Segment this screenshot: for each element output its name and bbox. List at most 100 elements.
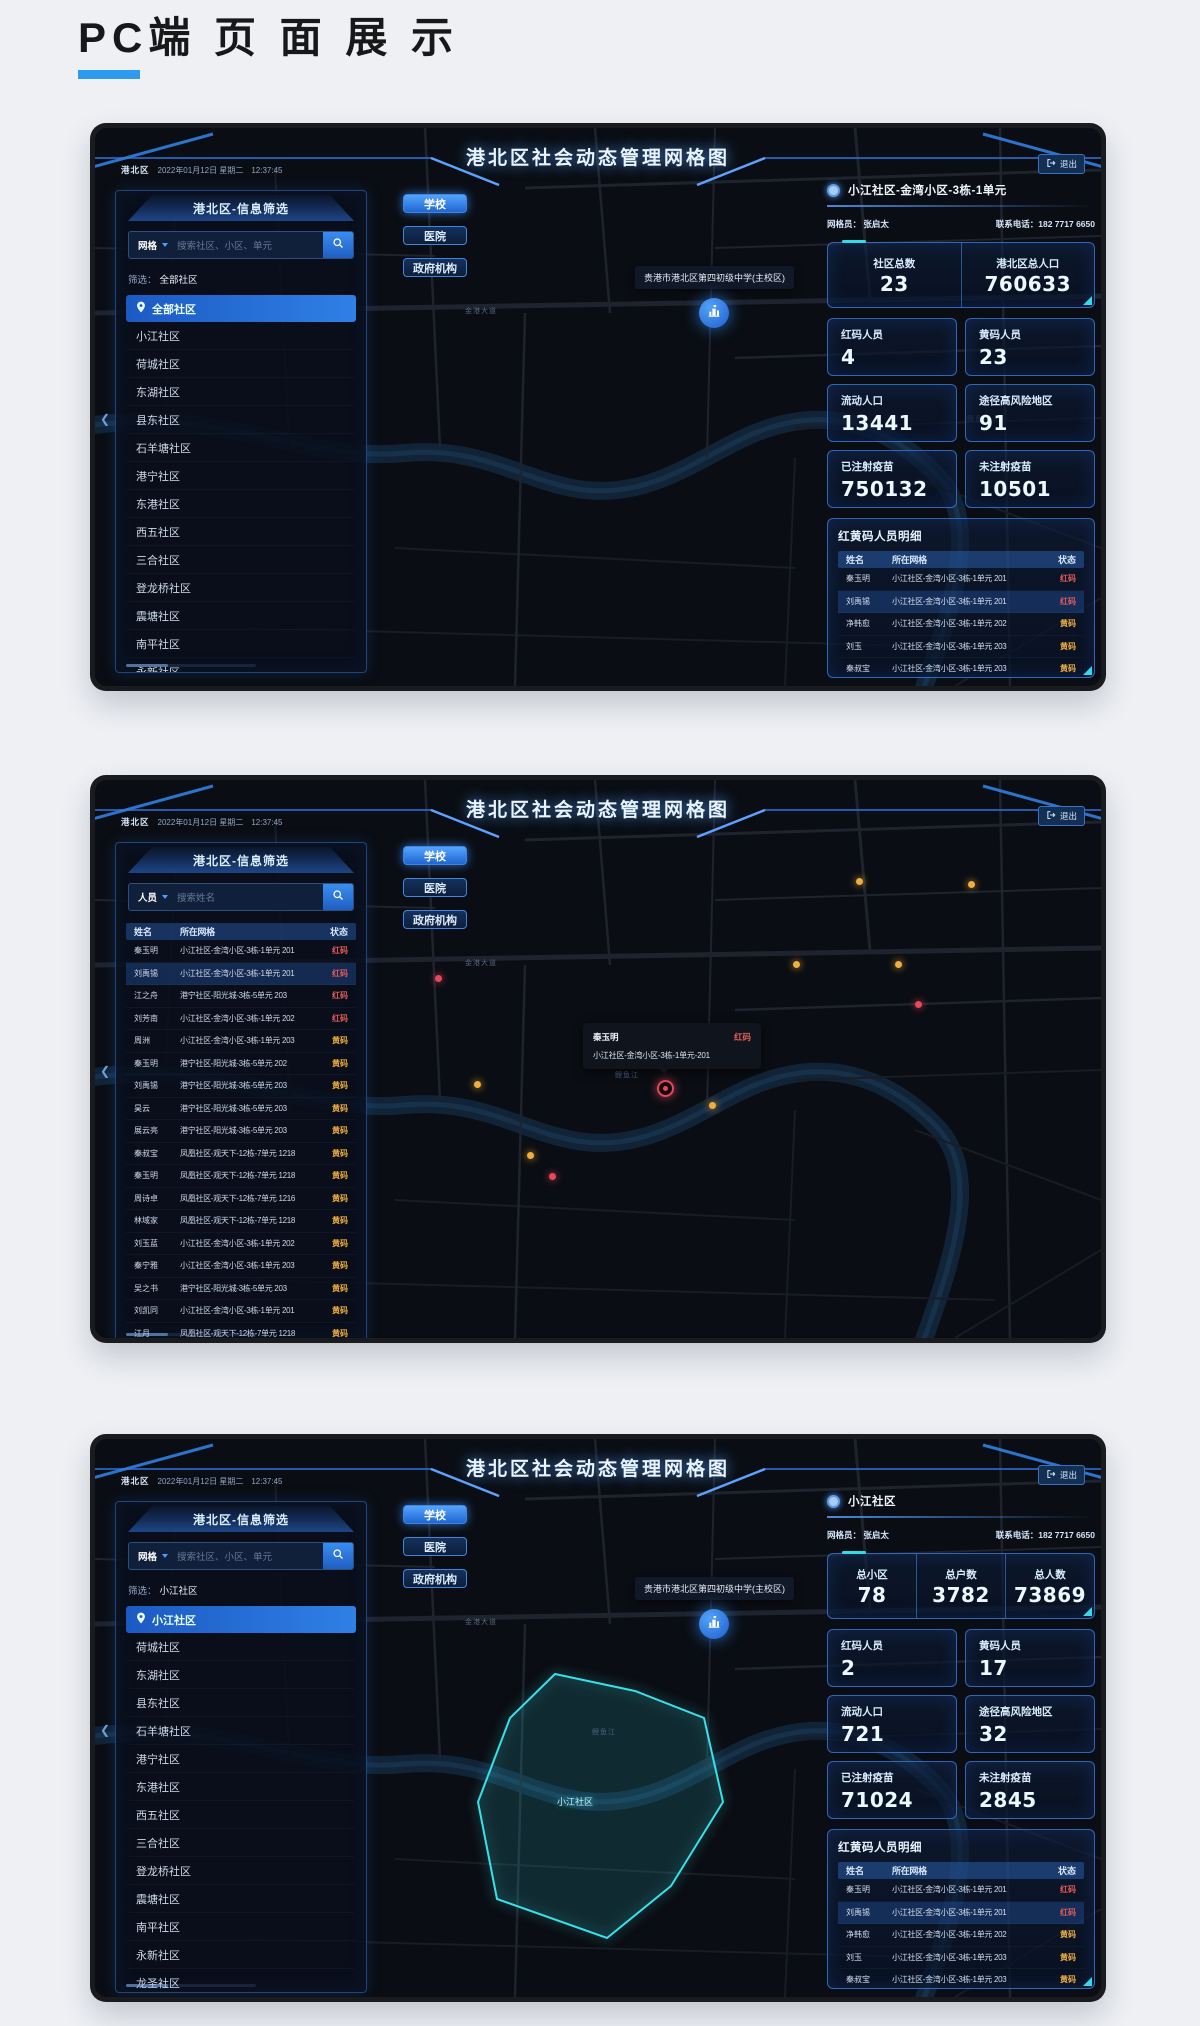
search-button[interactable] (323, 232, 353, 258)
school-marker[interactable] (699, 1609, 729, 1639)
exit-button[interactable]: 退出 (1037, 1465, 1085, 1485)
person-row[interactable]: 刘芳南 小江社区-金湾小区-3栋-1单元 202 红码 (126, 1008, 356, 1030)
community-list-item[interactable]: 登龙桥社区 (126, 574, 356, 602)
search-button[interactable] (323, 1543, 353, 1569)
person-row[interactable]: 周洲 小江社区-金湾小区-3栋-1单元 203 黄码 (126, 1030, 356, 1053)
person-row[interactable]: 林域家 凤凰社区-观天下-12栋-7单元 1218 黄码 (126, 1210, 356, 1233)
detail-row[interactable]: 秦玉明 小江社区-金湾小区-3栋-1单元 201 红码 (838, 1879, 1084, 1902)
community-list-item[interactable]: 东湖社区 (126, 1661, 356, 1689)
dashboard-screen: 港北区 2022年01月12日 星期二 12:37:45 港北区社会动态管理网格… (95, 780, 1101, 1338)
sidebar-scrollbar[interactable] (126, 1333, 256, 1336)
person-row[interactable]: 刘禹锡 港宁社区-阳光城-3栋-5单元 203 黄码 (126, 1075, 356, 1098)
map-filter-button-2[interactable]: 政府机构 (403, 1569, 467, 1588)
community-list-item[interactable]: 东港社区 (126, 490, 356, 518)
map-filter-button-0[interactable]: 学校 (403, 194, 467, 213)
person-row[interactable]: 江之舟 港宁社区-阳光城-3栋-5单元 203 红码 (126, 985, 356, 1008)
detail-row[interactable]: 刘玉 小江社区-金湾小区-3栋-1单元 203 黄码 (838, 1947, 1084, 1969)
detail-row[interactable]: 刘禹锡 小江社区-金湾小区-3栋-1单元 201 红码 (838, 590, 1084, 613)
exit-button[interactable]: 退出 (1037, 806, 1085, 826)
map-filter-button-2[interactable]: 政府机构 (403, 258, 467, 277)
detail-row[interactable]: 净韩愈 小江社区-金湾小区-3栋-1单元 202 黄码 (838, 1924, 1084, 1947)
person-marker-dot[interactable] (856, 878, 863, 885)
person-row[interactable]: 秦宁雅 小江社区-金湾小区-3栋-1单元 203 黄码 (126, 1255, 356, 1278)
community-list-item[interactable]: 永新社区 (126, 658, 356, 673)
person-marker-dot[interactable] (915, 1001, 922, 1008)
community-list-item[interactable]: 小江社区 (126, 1606, 356, 1633)
community-list-item[interactable]: 南平社区 (126, 630, 356, 658)
person-row[interactable]: 刘玉蓝 小江社区-金湾小区-3栋-1单元 202 黄码 (126, 1233, 356, 1255)
exit-icon (1046, 1469, 1056, 1481)
community-list-item[interactable]: 石羊塘社区 (126, 1717, 356, 1745)
sidebar-collapse-arrow[interactable]: ❮ (100, 1064, 111, 1078)
sidebar-scrollbar[interactable] (126, 664, 256, 667)
school-marker[interactable] (699, 298, 729, 328)
detail-row[interactable]: 秦玉明 小江社区-金湾小区-3栋-1单元 201 红码 (838, 568, 1084, 591)
person-grid: 小江社区-金湾小区-3栋-1单元 201 (892, 1885, 1007, 1895)
person-marker-dot[interactable] (474, 1081, 481, 1088)
community-list-item[interactable]: 三合社区 (126, 1829, 356, 1857)
community-list-item[interactable]: 西五社区 (126, 1801, 356, 1829)
exit-button[interactable]: 退出 (1037, 154, 1085, 174)
person-row[interactable]: 刘禹锡 小江社区-金湾小区-3栋-1单元 201 红码 (126, 962, 356, 985)
search-input[interactable]: 搜索社区、小区、单元 (177, 241, 273, 252)
person-marker-dot[interactable] (435, 975, 442, 982)
person-row[interactable]: 刘凯同 小江社区-金湾小区-3栋-1单元 201 黄码 (126, 1300, 356, 1323)
person-row[interactable]: 展云亮 港宁社区-阳光城-3栋-5单元 203 黄码 (126, 1120, 356, 1143)
person-marker-dot[interactable] (549, 1173, 556, 1180)
detail-row[interactable]: 刘玉 小江社区-金湾小区-3栋-1单元 203 黄码 (838, 636, 1084, 658)
person-row[interactable]: 秦玉明 凤凰社区-观天下-12栋-7单元 1218 黄码 (126, 1165, 356, 1188)
detail-row[interactable]: 净韩愈 小江社区-金湾小区-3栋-1单元 202 黄码 (838, 613, 1084, 636)
community-list-item[interactable]: 南平社区 (126, 1913, 356, 1941)
community-list-item[interactable]: 荷城社区 (126, 1633, 356, 1661)
community-list-item[interactable]: 港宁社区 (126, 1745, 356, 1773)
person-row[interactable]: 秦玉明 小江社区-金湾小区-3栋-1单元 201 红码 (126, 940, 356, 963)
map-filter-button-2[interactable]: 政府机构 (403, 910, 467, 929)
search-button[interactable] (323, 884, 353, 910)
sidebar-collapse-arrow[interactable]: ❮ (100, 412, 111, 426)
search-type-dropdown[interactable]: 人员 (129, 890, 177, 904)
sidebar-scrollbar[interactable] (126, 1984, 256, 1987)
community-list-item[interactable]: 县东社区 (126, 406, 356, 434)
person-marker-dot[interactable] (968, 881, 975, 888)
community-list-item[interactable]: 东港社区 (126, 1773, 356, 1801)
detail-row[interactable]: 刘禹锡 小江社区-金湾小区-3栋-1单元 201 红码 (838, 1901, 1084, 1924)
community-list-item[interactable]: 西五社区 (126, 518, 356, 546)
community-list-item[interactable]: 龙圣社区 (126, 1969, 356, 1992)
map-filter-button-1[interactable]: 医院 (403, 878, 467, 897)
community-list-item[interactable]: 东湖社区 (126, 378, 356, 406)
community-list-item[interactable]: 三合社区 (126, 546, 356, 574)
person-marker-dot[interactable] (527, 1152, 534, 1159)
person-row[interactable]: 吴之书 港宁社区-阳光城-3栋-5单元 203 黄码 (126, 1278, 356, 1300)
community-list-item[interactable]: 震塘社区 (126, 602, 356, 630)
person-row[interactable]: 周诗卓 凤凰社区-观天下-12栋-7单元 1216 黄码 (126, 1188, 356, 1210)
community-list-item[interactable]: 永新社区 (126, 1941, 356, 1969)
map-filter-button-0[interactable]: 学校 (403, 846, 467, 865)
selected-person-marker[interactable] (657, 1080, 674, 1097)
detail-row[interactable]: 秦叔宝 小江社区-金湾小区-3栋-1单元 203 黄码 (838, 1969, 1084, 1988)
community-list-item[interactable]: 小江社区 (126, 322, 356, 350)
search-type-dropdown[interactable]: 网格 (129, 1549, 177, 1563)
selected-region-polygon[interactable] (476, 1672, 725, 1940)
community-list-item[interactable]: 登龙桥社区 (126, 1857, 356, 1885)
community-list-item[interactable]: 全部社区 (126, 295, 356, 322)
person-name: 秦叔宝 (846, 664, 870, 674)
person-marker-dot[interactable] (793, 961, 800, 968)
search-type-dropdown[interactable]: 网格 (129, 238, 177, 252)
detail-row[interactable]: 秦叔宝 小江社区-金湾小区-3栋-1单元 203 黄码 (838, 658, 1084, 677)
person-marker-dot[interactable] (709, 1102, 716, 1109)
map-filter-button-0[interactable]: 学校 (403, 1505, 467, 1524)
community-list-item[interactable]: 荷城社区 (126, 350, 356, 378)
community-list-item[interactable]: 震塘社区 (126, 1885, 356, 1913)
person-row[interactable]: 秦玉明 港宁社区-阳光城-3栋-5单元 202 黄码 (126, 1053, 356, 1075)
search-input[interactable]: 搜索社区、小区、单元 (177, 1552, 273, 1563)
person-row[interactable]: 秦叔宝 凤凰社区-观天下-12栋-7单元 1218 黄码 (126, 1143, 356, 1165)
person-marker-dot[interactable] (895, 961, 902, 968)
map-filter-button-1[interactable]: 医院 (403, 226, 467, 245)
community-list-item[interactable]: 港宁社区 (126, 462, 356, 490)
search-input[interactable]: 搜索姓名 (177, 893, 216, 904)
sidebar-collapse-arrow[interactable]: ❮ (100, 1723, 111, 1737)
map-filter-button-1[interactable]: 医院 (403, 1537, 467, 1556)
community-list-item[interactable]: 石羊塘社区 (126, 434, 356, 462)
community-list-item[interactable]: 县东社区 (126, 1689, 356, 1717)
person-row[interactable]: 昊云 港宁社区-阳光城-3栋-5单元 203 黄码 (126, 1098, 356, 1120)
